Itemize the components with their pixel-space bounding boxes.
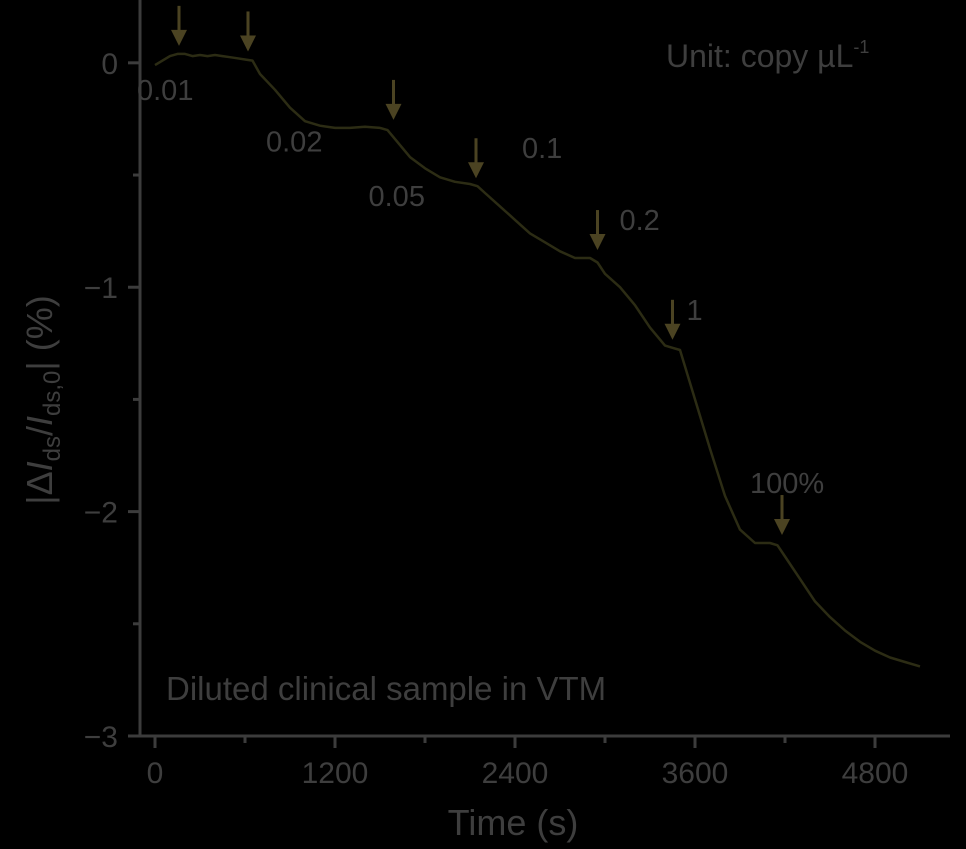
arrow-down-icon [468,162,484,179]
concentration-label: 0.02 [266,126,322,158]
arrow-layer [171,5,790,536]
sample-note: Diluted clinical sample in VTM [166,670,606,707]
arrow-down-icon [240,35,256,52]
y-axis-title-part: I [19,461,60,471]
trace-layer [154,52,921,668]
y-tick-label: −2 [84,497,118,530]
y-axis-title-part: ds,0 [39,371,66,416]
y-axis-title: |ΔIds/Ids,0| (%) [19,295,66,505]
y-axis-title-part: |Δ [19,471,60,504]
concentration-label: 1 [687,295,703,327]
y-axis-title-part: / [19,426,60,436]
signal-trace [154,52,921,668]
y-axis-title-part: I [19,416,60,426]
concentration-label: 0.2 [620,205,660,237]
y-tick-label: −3 [84,721,118,754]
label-layer: 0.01 0.02 0.05 0.1 0.2 1 100% [137,75,824,500]
arrow-down-icon [774,519,790,536]
unit-label: Unit: copy µL-1 [666,37,869,74]
concentration-label: 0.1 [522,133,562,165]
y-axis-title-part: ds [39,436,66,461]
x-tick-label: 2400 [482,757,549,790]
arrow-down-icon [171,29,187,46]
concentration-label: 100% [750,468,824,500]
x-tick-label: 0 [147,757,164,790]
axes: 0 1200 2400 3600 4800 0 −1 −2 −3 [84,0,950,790]
concentration-label: 0.05 [369,181,425,213]
y-axis-title-part: | (%) [19,295,60,370]
x-axis-title: Time (s) [448,802,579,843]
unit-label-text: Unit: copy µL [666,38,853,74]
arrow-down-icon [589,234,606,251]
y-tick-label: −1 [84,272,118,305]
unit-label-superscript: -1 [853,37,869,57]
x-tick-label: 4800 [842,757,909,790]
arrow-down-icon [385,103,402,120]
x-tick-label: 1200 [302,757,369,790]
x-tick-label: 3600 [662,757,729,790]
y-tick-label: 0 [101,48,118,81]
concentration-label: 0.01 [137,75,193,107]
arrow-down-icon [664,323,681,340]
